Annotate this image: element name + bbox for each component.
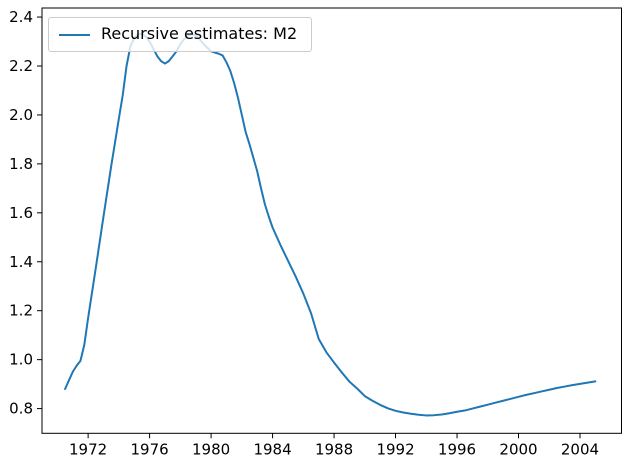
x-tick-label: 2000 [499,440,537,458]
legend-line-sample [59,33,90,36]
y-tick-label: 2.4 [9,8,33,26]
x-tick-label: 1988 [315,440,353,458]
x-tick-label: 1980 [192,440,230,458]
x-tick-label: 1992 [376,440,414,458]
y-tick-label: 1.4 [9,253,33,271]
y-tick-label: 0.8 [9,400,33,418]
series-line-recursive-estimates-m2 [64,33,597,417]
axes-border [41,7,622,434]
x-tick-label: 1976 [131,440,169,458]
x-tick-label: 2004 [561,440,599,458]
legend: Recursive estimates: M2 [48,17,312,52]
y-tick-label: 2.0 [9,106,33,124]
y-tick-label: 2.2 [9,57,33,75]
legend-label: Recursive estimates: M2 [101,23,298,43]
y-tick-label: 1.0 [9,351,33,369]
y-tick-label: 1.2 [9,302,33,320]
x-tick-label: 1996 [438,440,476,458]
y-tick-label: 1.6 [9,204,33,222]
x-tick-label: 1972 [69,440,107,458]
y-tick-label: 1.8 [9,155,33,173]
x-tick-label: 1984 [253,440,291,458]
